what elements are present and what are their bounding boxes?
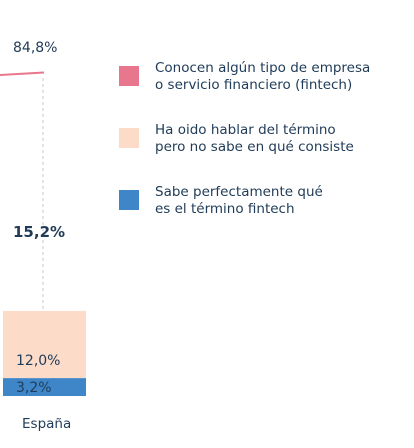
legend-item-fintech-users: Conocen algún tipo de empresa o servicio…	[119, 60, 409, 122]
bars-group: 3,2% 12,0%	[3, 310, 86, 396]
top-value-label: 84,8%	[13, 40, 57, 56]
bar-segment-knows-term	[3, 378, 86, 396]
legend-item-knows-term: Sabe perfectamente qué es el término fin…	[119, 184, 409, 246]
legend-swatch	[119, 190, 139, 210]
legend: Conocen algún tipo de empresa o servicio…	[119, 60, 409, 246]
data-label-knows-term: 3,2%	[16, 380, 52, 396]
legend-swatch	[119, 128, 139, 148]
bar-segment-heard-term	[3, 310, 86, 379]
data-label-heard-term: 12,0%	[16, 353, 60, 369]
pink-segment-top-line	[0, 71, 45, 76]
legend-label: Conocen algún tipo de empresa o servicio…	[155, 60, 371, 93]
legend-label: Ha oido hablar del término pero no sabe …	[155, 122, 354, 155]
category-label: España	[22, 416, 71, 432]
legend-swatch	[119, 66, 139, 86]
combined-value-label: 15,2%	[13, 223, 65, 241]
legend-label: Sabe perfectamente qué es el término fin…	[155, 184, 323, 217]
legend-item-heard-term: Ha oido hablar del término pero no sabe …	[119, 122, 409, 184]
